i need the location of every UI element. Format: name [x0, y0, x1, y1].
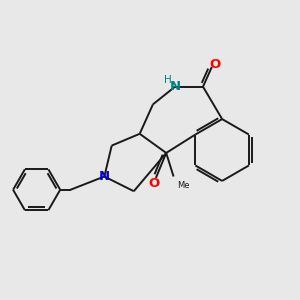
Text: Me: Me: [177, 181, 190, 190]
Text: H: H: [164, 75, 172, 85]
Text: O: O: [149, 177, 160, 190]
Text: N: N: [99, 170, 110, 183]
Text: N: N: [169, 80, 181, 93]
Text: O: O: [209, 58, 220, 70]
